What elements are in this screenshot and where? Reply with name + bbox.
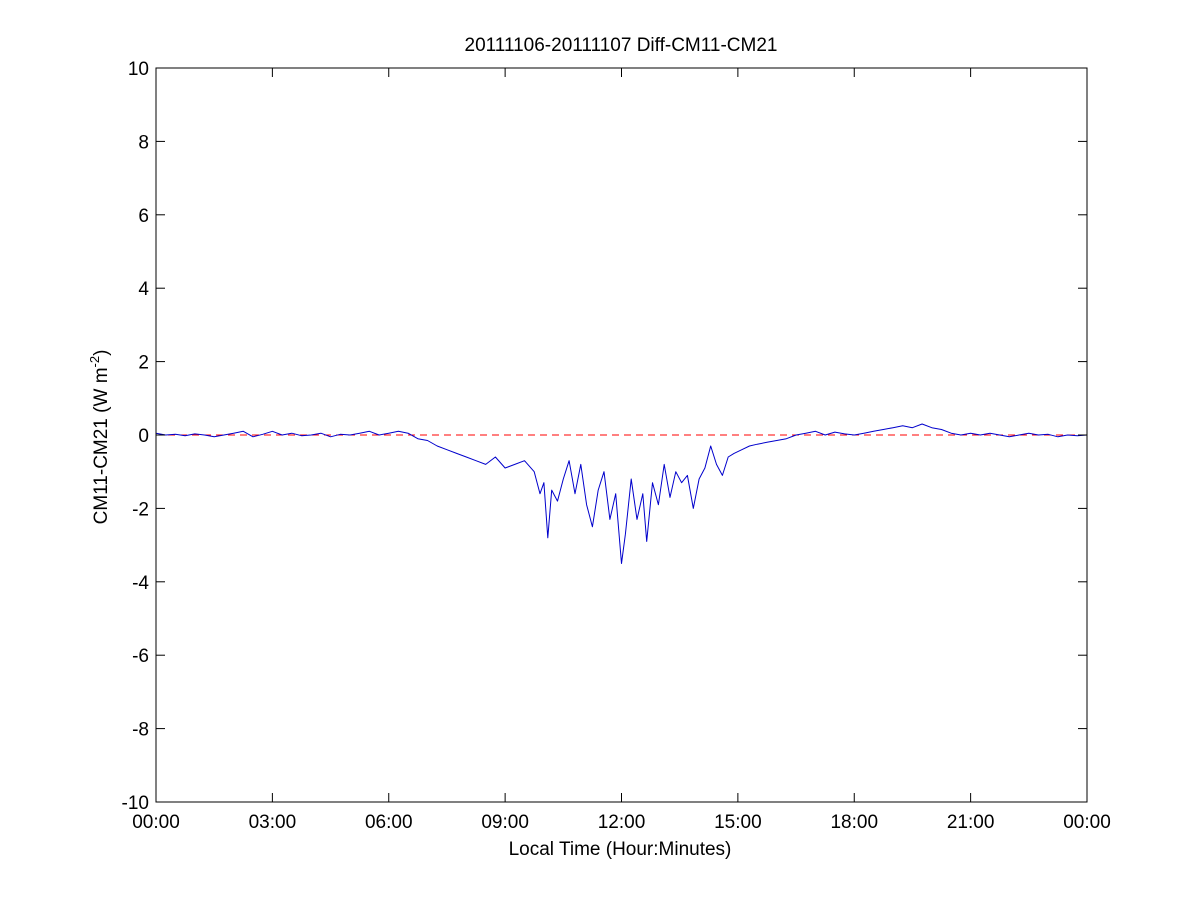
y-tick-label-10: -10 <box>122 793 149 814</box>
x-tick-label-1: 03:00 <box>249 812 297 833</box>
chart-title: 20111106-20111107 Diff-CM11-CM21 <box>465 35 778 56</box>
plot-area: 00:00 03:00 06:00 09:00 12:00 15:00 18:00 21:00… <box>122 59 1111 833</box>
y-tick-label-2: 6 <box>138 206 149 227</box>
x-tick-label-3: 09:00 <box>481 812 529 833</box>
y-tick-label-0: 10 <box>128 59 149 80</box>
y-axis-label-close: ) <box>91 350 112 356</box>
y-tick-label-5: 0 <box>138 426 149 447</box>
x-tick-label-6: 18:00 <box>830 812 878 833</box>
y-tick-label-4: 2 <box>138 353 149 374</box>
series-line-0 <box>155 423 1088 564</box>
x-tick-label-2: 06:00 <box>365 812 413 833</box>
x-tick-label-7: 21:00 <box>947 812 995 833</box>
y-tick-label-1: 8 <box>138 132 149 153</box>
y-tick-label-7: -4 <box>132 573 149 594</box>
y-tick-label-3: 4 <box>138 279 149 300</box>
y-axis-label-superscript: -2 <box>87 356 102 368</box>
y-axis-label-main: CM11-CM21 (W m <box>91 367 112 524</box>
y-tick-label-6: -2 <box>132 499 149 520</box>
y-tick-label-8: -6 <box>132 646 149 667</box>
x-tick-label-8: 00:00 <box>1063 812 1111 833</box>
x-tick-label-5: 15:00 <box>714 812 762 833</box>
x-tick-label-0: 00:00 <box>132 812 180 833</box>
x-tick-label-4: 12:00 <box>598 812 646 833</box>
x-axis-label: Local Time (Hour:Minutes) <box>509 839 732 860</box>
y-tick-label-9: -8 <box>132 720 149 741</box>
y-axis-label: CM11-CM21 (W m-2) <box>87 350 112 525</box>
